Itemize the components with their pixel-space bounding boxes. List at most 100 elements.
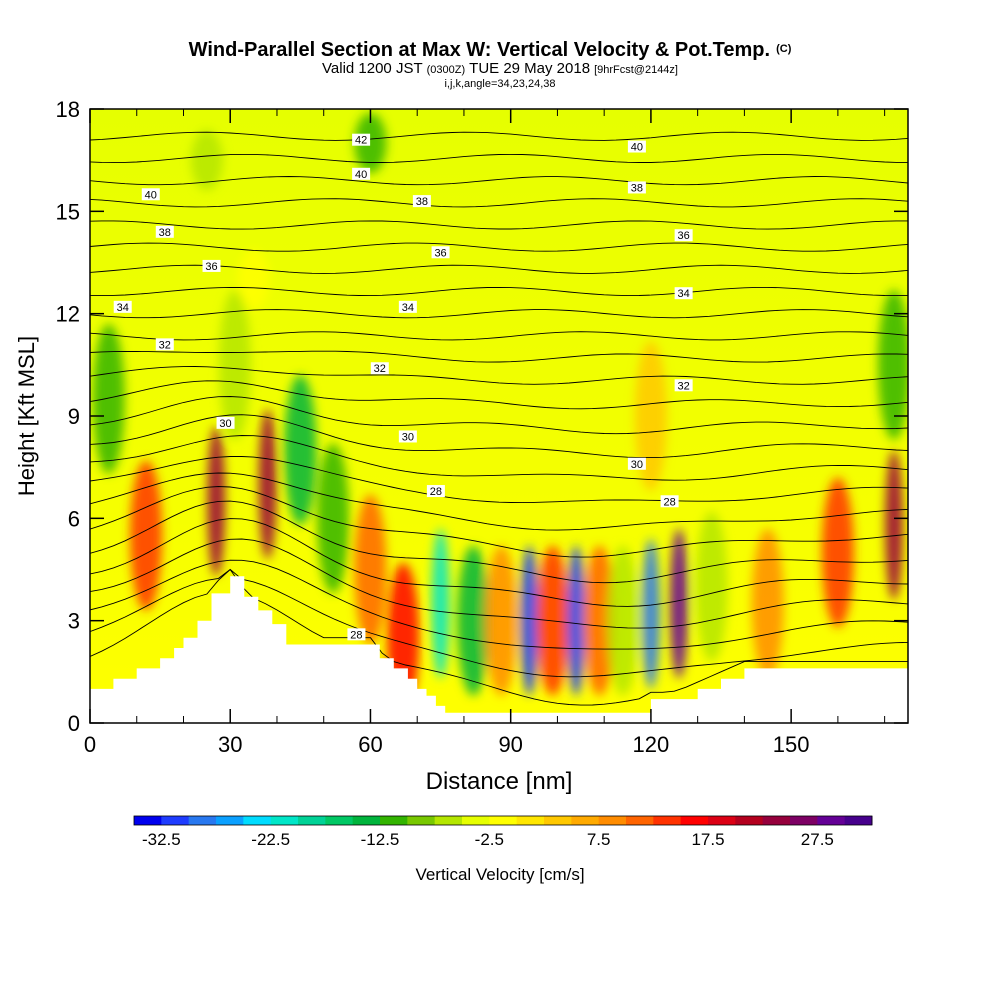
theta-contour-line xyxy=(90,456,908,504)
theta-contour-line xyxy=(90,472,908,531)
colorbar-swatch xyxy=(298,816,326,825)
contour-label-text: 40 xyxy=(145,189,157,201)
contour-label: 34 xyxy=(674,287,693,300)
terrain-mask xyxy=(90,576,908,723)
velocity-cell xyxy=(457,545,490,696)
theta-contour-line xyxy=(90,518,908,607)
colorbar-swatch xyxy=(817,816,846,825)
contour-label: 40 xyxy=(352,167,371,181)
contour-label-bg xyxy=(352,133,371,146)
theta-contour-line xyxy=(90,380,908,410)
contour-label: 38 xyxy=(155,225,174,239)
colorbar-tick-label: -32.5 xyxy=(142,830,181,849)
contour-label-text: 28 xyxy=(430,486,442,498)
x-tick-label: 30 xyxy=(218,732,242,757)
contour-label-bg xyxy=(660,495,679,508)
colorbar-swatch xyxy=(844,816,873,825)
theta-contour-line xyxy=(90,538,908,629)
colorbar-tick-label: -22.5 xyxy=(251,830,290,849)
velocity-cell xyxy=(354,494,387,645)
theta-contour-line xyxy=(90,486,908,558)
colorbar-swatch xyxy=(352,816,381,825)
colorbar-swatch xyxy=(188,816,217,825)
contour-label-bg xyxy=(352,167,371,180)
contour-label-bg xyxy=(412,195,431,208)
colorbar-swatch xyxy=(708,816,736,825)
contour-label-bg xyxy=(674,287,693,300)
velocity-cell xyxy=(485,545,518,696)
subtitle-date: TUE 29 May 2018 xyxy=(469,60,590,77)
contour-label: 40 xyxy=(627,140,646,154)
theta-contour-line xyxy=(90,396,908,435)
contour-label: 30 xyxy=(398,430,417,443)
contour-label-text: 30 xyxy=(402,431,414,443)
contour-label-text: 38 xyxy=(159,227,171,239)
theta-contour-line xyxy=(90,500,908,584)
contour-label-text: 38 xyxy=(631,182,643,194)
y-tick-label: 3 xyxy=(68,609,80,634)
velocity-cell xyxy=(641,538,660,689)
velocity-cell xyxy=(431,528,450,679)
contour-label-text: 36 xyxy=(434,247,446,259)
contour-label: 28 xyxy=(660,495,679,508)
contour-label-text: 36 xyxy=(205,261,217,273)
y-tick-label: 6 xyxy=(68,506,80,531)
colorbar-tick-label: 27.5 xyxy=(801,830,834,849)
velocity-cell xyxy=(218,289,251,440)
colorbar-swatch xyxy=(680,816,709,825)
x-tick-label: 150 xyxy=(773,732,810,757)
theta-contour-line xyxy=(90,350,908,363)
contour-label: 34 xyxy=(113,300,132,314)
theta-contour-line xyxy=(90,286,908,297)
title-main: Wind-Parallel Section at Max W: Vertical… xyxy=(189,39,770,61)
theta-contour-line xyxy=(90,309,908,319)
contour-label-text: 38 xyxy=(416,196,428,208)
contour-label-bg xyxy=(627,457,646,470)
y-tick-label: 12 xyxy=(56,302,80,327)
velocity-cell xyxy=(606,545,639,696)
plot-area: 42 40 40 40 38 38 38 36 36 36 34 34 34 32 32 32 30 30 30 28… xyxy=(90,109,908,723)
contour-label-bg xyxy=(431,246,450,259)
contour-label: 38 xyxy=(627,181,646,194)
colorbar-swatch xyxy=(544,816,572,825)
contour-label: 36 xyxy=(431,246,450,259)
colorbar-swatch xyxy=(161,816,190,825)
contour-label: 36 xyxy=(674,229,693,242)
contour-label-text: 40 xyxy=(631,142,643,154)
velocity-cell xyxy=(877,289,908,440)
contour-label-bg xyxy=(113,300,132,313)
velocity-cell xyxy=(258,409,277,560)
colorbar-swatch xyxy=(134,816,162,825)
contour-label-text: 36 xyxy=(678,230,690,242)
velocity-cell xyxy=(284,375,317,526)
velocity-cell xyxy=(583,545,616,696)
colorbar-swatch xyxy=(571,816,600,825)
contour-label: 32 xyxy=(155,338,174,351)
colorbar: -32.5 -22.5 -12.5 -2.5 7.5 17.5 27.5 xyxy=(133,815,873,849)
theta-contour-line xyxy=(90,220,908,230)
colorbar-tick-label: -2.5 xyxy=(475,830,504,849)
colorbar-frame xyxy=(133,815,873,826)
theta-contours xyxy=(90,131,908,706)
velocity-cell xyxy=(354,113,387,174)
contour-label: 30 xyxy=(627,457,646,471)
contour-label-text: 28 xyxy=(663,496,675,508)
theta-contour-line xyxy=(90,153,908,164)
contour-label: 28 xyxy=(426,485,445,498)
contour-labels: 42 40 40 40 38 38 38 36 36 36 34 34 34 32 32 32 30 30 30 28… xyxy=(113,133,693,641)
theta-contour-line xyxy=(90,414,908,459)
contour-label: 34 xyxy=(398,300,417,314)
velocity-cell xyxy=(190,130,223,191)
contour-label: 38 xyxy=(412,195,431,208)
contour-label-bg xyxy=(155,225,174,238)
contour-label: 36 xyxy=(202,259,221,273)
velocity-cell xyxy=(92,323,125,474)
contour-label: 28 xyxy=(347,628,366,641)
colorbar-tick-label: -12.5 xyxy=(361,830,400,849)
colorbar-tick-label: 17.5 xyxy=(691,830,724,849)
y-tick-label: 9 xyxy=(68,404,80,429)
contour-label-bg xyxy=(398,430,417,443)
contour-label: 42 xyxy=(352,133,371,147)
